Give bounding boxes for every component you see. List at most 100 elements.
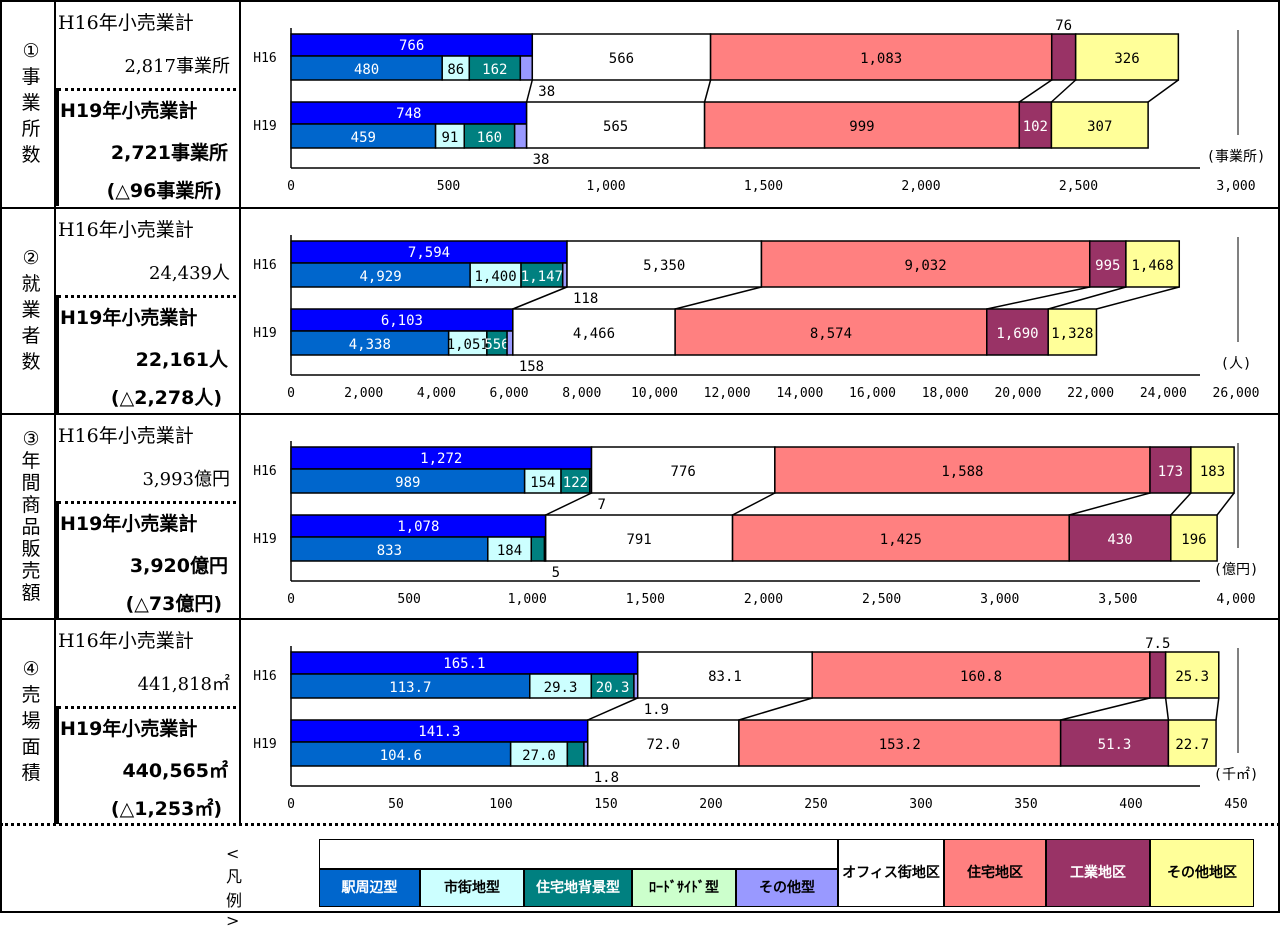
bar-label-kogyo: 430 <box>1107 532 1132 548</box>
bar-label-eki: 480 <box>354 62 379 78</box>
bar-label-jutakuhaikei: 160 <box>477 130 502 146</box>
connector-line <box>1096 286 1180 310</box>
x-tick-label: 18,000 <box>922 386 969 401</box>
legend-item-sonota: その他地区 <box>1150 839 1254 907</box>
dotted-divider <box>58 295 236 298</box>
row-label-H16: H16 <box>253 464 276 479</box>
bar-label-group: 1,272 <box>420 451 462 467</box>
x-tick-label: 0 <box>287 592 295 607</box>
h16-title: H16年小売業計 <box>58 630 194 652</box>
x-tick-label: 500 <box>437 179 460 194</box>
bar-shigai <box>441 55 471 81</box>
bar-eki <box>290 673 531 699</box>
connector-line <box>1018 79 1053 103</box>
bar-jutakuhaikei <box>566 741 585 767</box>
bar-label-shigai: 91 <box>441 130 458 146</box>
bar-label-jutakuhaikei: 556 <box>484 337 509 353</box>
bar-label-shigai: 154 <box>530 475 555 491</box>
h19-title: H19年小売業計 <box>60 307 198 329</box>
bar-label-shigai: 184 <box>497 543 522 559</box>
bar-jutakuhaikei <box>468 55 522 81</box>
h19-summary-box <box>56 295 59 413</box>
bar-kogyo <box>1050 33 1077 81</box>
bar-label-office: 83.1 <box>708 669 742 685</box>
bar-label-group: 7,594 <box>408 245 450 261</box>
bar-label-jutaku: 1,425 <box>880 532 922 548</box>
summary-cell: H16年小売業計 24,439人 H19年小売業計 22,161人 (△2,278人) <box>56 207 238 413</box>
h19-title: H19年小売業計 <box>60 718 198 740</box>
bar-label-sonota-kata: 5 <box>552 565 560 581</box>
connector-line <box>1050 79 1077 103</box>
bar-label-jutaku: 153.2 <box>879 737 921 753</box>
bar-label-sonota-kata: 118 <box>573 291 598 307</box>
x-tick-label: 150 <box>594 797 617 812</box>
x-tick-label: 350 <box>1014 797 1037 812</box>
x-tick-label: 16,000 <box>849 386 896 401</box>
bar-label-shigai: 1,400 <box>475 269 517 285</box>
bar-label-sonota-kata: 38 <box>538 84 555 100</box>
x-tick-label: 12,000 <box>704 386 751 401</box>
h16-total: 3,993億円 <box>142 469 230 490</box>
h19-summary-box <box>56 88 59 206</box>
bar-label-jutakuhaikei: 122 <box>563 475 588 491</box>
connector-line <box>512 286 568 310</box>
bar-label-shigai: 86 <box>447 62 464 78</box>
x-tick-label: 400 <box>1119 797 1142 812</box>
col-divider <box>54 0 56 824</box>
bar-sonota <box>1047 308 1098 356</box>
h19-summary-box <box>56 501 59 619</box>
bar-label-sonota-kata: 38 <box>533 152 550 168</box>
bar-label-office: 566 <box>609 51 634 67</box>
bar-label-sonota: 1,468 <box>1132 258 1174 274</box>
bar-label-sonota: 326 <box>1114 51 1139 67</box>
legend-item-shigai: 市街地型 <box>420 869 524 907</box>
unit-label: (事業所) <box>1207 149 1266 165</box>
bar-sonota <box>1167 719 1217 767</box>
bar-jutaku <box>774 446 1151 494</box>
bar-shigai <box>529 673 593 699</box>
row-divider <box>0 618 1280 620</box>
h19-total: 22,161人 <box>135 349 228 371</box>
bar-label-office: 776 <box>671 464 696 480</box>
bar-label-jutaku: 9,032 <box>905 258 947 274</box>
connector-line <box>738 697 813 721</box>
x-tick-label: 1,500 <box>626 592 665 607</box>
bar-label-kogyo: 995 <box>1095 258 1120 274</box>
bar-jutakuhaikei <box>560 468 591 494</box>
bar-label-jutaku: 8,574 <box>810 326 852 342</box>
bar-sonota <box>1190 446 1235 494</box>
bar-jutakuhaikei <box>590 673 635 699</box>
h16-title: H16年小売業計 <box>58 12 194 34</box>
h16-total: 441,818㎡ <box>137 674 230 695</box>
bar-label-eki: 989 <box>395 475 420 491</box>
bar-label-kogyo: 76 <box>1055 18 1072 34</box>
bar-label-jutaku: 1,588 <box>941 464 983 480</box>
x-tick-label: 20,000 <box>994 386 1041 401</box>
bar-sonota <box>1125 240 1181 288</box>
connector-line <box>986 286 1090 310</box>
bar-label-group: 766 <box>399 38 424 54</box>
x-tick-label: 450 <box>1224 797 1247 812</box>
bar-kogyo <box>986 308 1049 356</box>
x-tick-label: 3,000 <box>1216 179 1255 194</box>
bar-label-jutaku: 160.8 <box>960 669 1002 685</box>
connector-line <box>1215 697 1220 721</box>
bar-label-office: 5,350 <box>643 258 685 274</box>
bar-label-jutakuhaikei: 162 <box>482 62 507 78</box>
h19-title: H19年小売業計 <box>60 100 198 122</box>
bar-label-eki: 104.6 <box>380 748 422 764</box>
bar-office <box>566 240 763 288</box>
connector-line <box>1147 79 1179 103</box>
bar-label-eki: 113.7 <box>389 680 431 696</box>
connector-line <box>732 492 776 516</box>
row-label-H19: H19 <box>253 119 276 134</box>
h19-total: 440,565㎡ <box>122 760 228 782</box>
x-tick-label: 1,000 <box>508 592 547 607</box>
row-label-H16: H16 <box>253 258 276 273</box>
bar-office <box>590 446 776 494</box>
legend-group: 商業集積地区 <box>319 839 838 869</box>
bar-label-shigai: 27.0 <box>522 748 556 764</box>
legend-divider <box>0 823 1280 826</box>
x-tick-label: 1,000 <box>586 179 625 194</box>
connector-line <box>1060 697 1151 721</box>
